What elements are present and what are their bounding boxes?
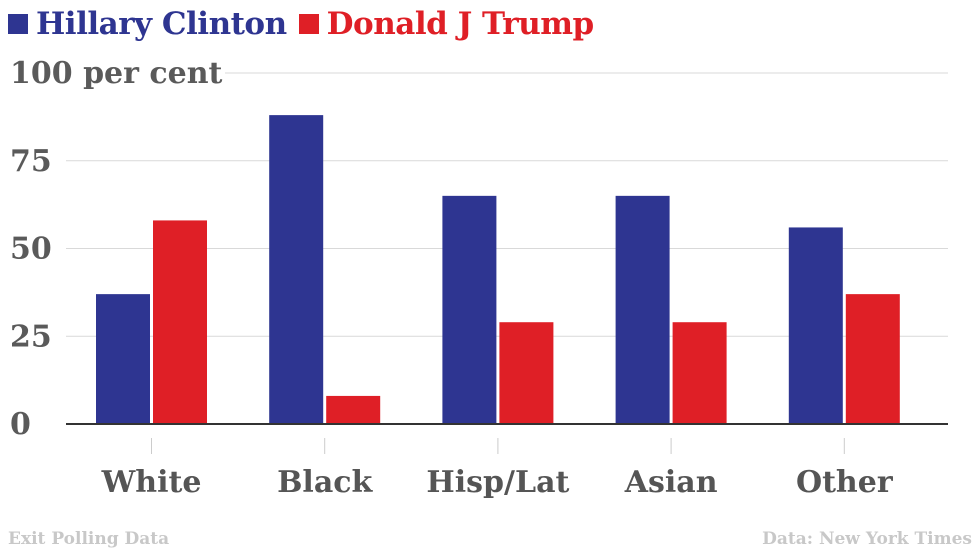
bar-clinton-asian — [615, 195, 670, 424]
bar-clinton-other — [788, 227, 843, 424]
y-tick-label: 100 per cent — [10, 56, 223, 91]
y-tick-label: 50 — [10, 232, 52, 267]
legend-item-trump: Donald J Trump — [298, 2, 595, 46]
bar-trump-other — [845, 294, 900, 424]
legend-label-trump: Donald J Trump — [326, 6, 595, 42]
footer-source-note: Exit Polling Data — [8, 529, 170, 549]
legend-item-clinton: Hillary Clinton — [8, 2, 287, 46]
x-tick-label: Other — [796, 465, 894, 500]
bar-clinton-white — [96, 294, 150, 424]
x-tick-label: White — [101, 465, 202, 500]
bar-clinton-black — [269, 115, 324, 425]
bar-trump-hisplat — [499, 322, 554, 424]
footer-credit: Data: New York Times — [762, 529, 972, 549]
x-tick-label: Hisp/Lat — [426, 465, 569, 500]
bar-clinton-hisplat — [442, 195, 497, 424]
x-tick-label: Asian — [624, 465, 718, 500]
legend-swatch-clinton — [8, 14, 28, 34]
bar-trump-white — [153, 220, 207, 424]
y-tick-label: 75 — [10, 144, 52, 179]
bar-trump-asian — [672, 322, 727, 424]
bar-trump-black — [326, 395, 381, 424]
legend-label-clinton: Hillary Clinton — [36, 6, 287, 42]
y-tick-label: 25 — [10, 319, 52, 354]
legend-swatch-trump — [298, 14, 319, 34]
y-tick-label: 0 — [10, 407, 31, 442]
x-tick-label: Black — [277, 465, 373, 500]
legend: Hillary Clinton Donald J Trump — [8, 2, 594, 46]
